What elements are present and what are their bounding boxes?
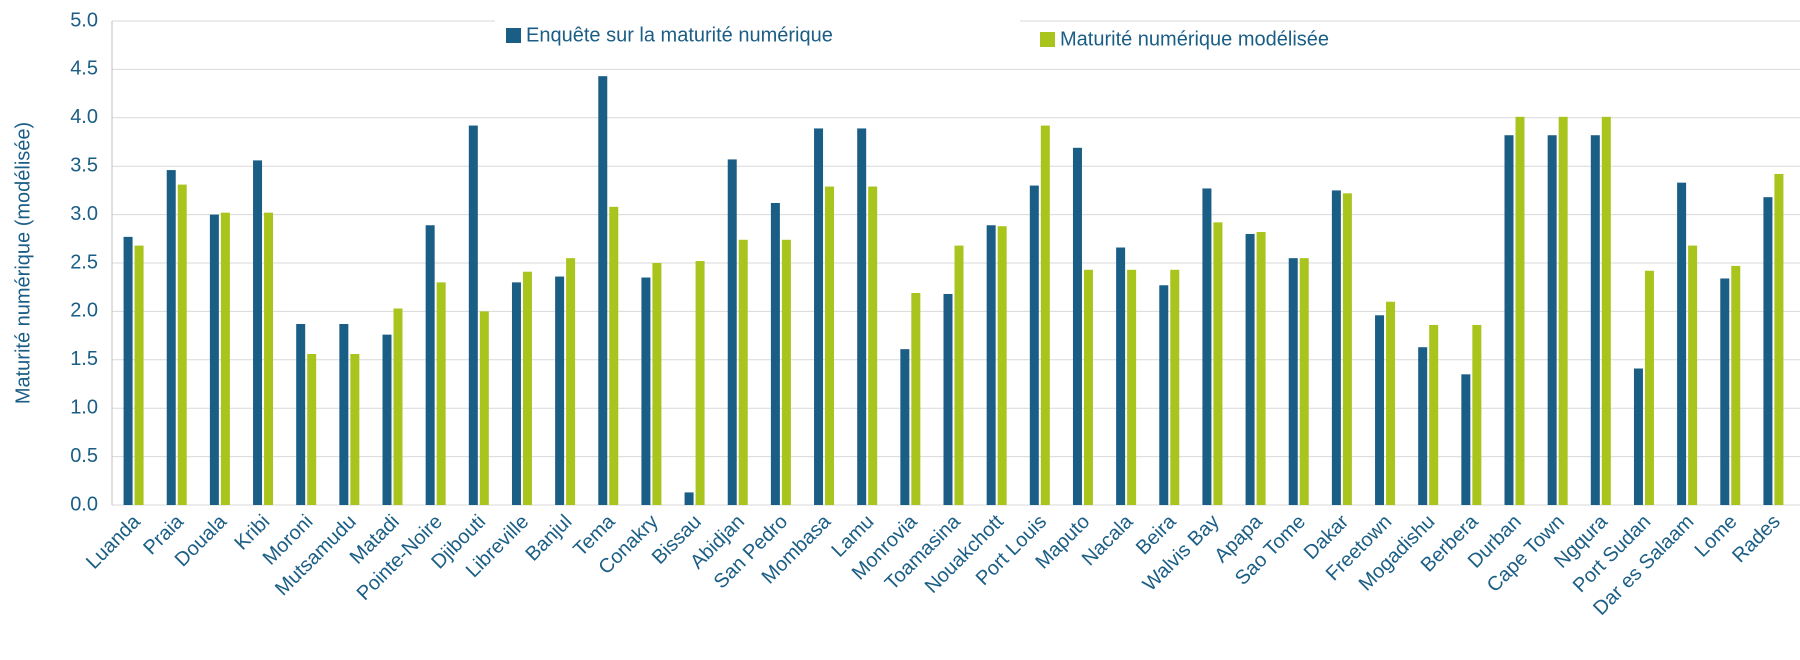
bar [436, 282, 446, 505]
y-tick-label: 4.5 [70, 58, 98, 80]
bar [522, 271, 532, 505]
bar [1720, 278, 1730, 505]
bar [555, 276, 565, 505]
bar [997, 226, 1007, 505]
bar [1288, 258, 1298, 505]
bar [868, 186, 878, 505]
bar [1633, 368, 1643, 505]
x-tick-label: Banjul [522, 511, 577, 566]
bar [468, 125, 478, 505]
x-tick-label: Rades [1728, 511, 1784, 567]
bar [598, 76, 608, 506]
legend-background [495, 14, 1020, 50]
bar [814, 128, 824, 505]
bar [1213, 222, 1223, 505]
y-tick-label: 4.0 [70, 106, 98, 128]
bar [307, 353, 317, 505]
bar [1644, 270, 1654, 505]
bar [425, 225, 435, 506]
bar [825, 186, 835, 505]
y-tick-label: 0.0 [70, 493, 98, 515]
legend-label: Maturité numérique modélisée [1060, 28, 1329, 50]
bar [1342, 193, 1352, 505]
bar [1774, 173, 1784, 505]
bar [1547, 135, 1557, 505]
bar [911, 293, 921, 505]
bar [1515, 116, 1525, 505]
y-tick-label: 1.0 [70, 396, 98, 418]
bar [166, 170, 176, 505]
bar [1083, 269, 1093, 505]
bar [652, 263, 662, 505]
bar [393, 308, 403, 505]
bar [986, 225, 996, 506]
bar [1245, 233, 1255, 505]
y-tick-label: 0.5 [70, 445, 98, 467]
bar [253, 160, 263, 505]
bar [1256, 232, 1266, 506]
bar [1029, 185, 1039, 505]
bar [264, 212, 274, 505]
bar [1375, 315, 1385, 505]
bar [177, 184, 187, 506]
y-tick-label: 3.5 [70, 154, 98, 176]
bar [134, 245, 144, 506]
bar [1677, 182, 1687, 505]
bar [1299, 258, 1309, 505]
y-tick-label: 2.5 [70, 251, 98, 273]
bar [1558, 116, 1568, 505]
bar [641, 277, 651, 505]
y-axis-label: Maturité numérique (modélisée) [12, 122, 34, 404]
bar [1202, 188, 1212, 506]
bar [511, 282, 521, 505]
bar [479, 311, 489, 505]
bar [738, 239, 748, 505]
bar [1170, 269, 1180, 505]
y-tick-label: 3.0 [70, 203, 98, 225]
bar [695, 261, 705, 505]
bar [1386, 301, 1396, 505]
bar [781, 239, 791, 505]
bar [684, 492, 694, 505]
bar [1504, 135, 1514, 505]
bar [954, 245, 964, 506]
y-tick-label: 1.5 [70, 348, 98, 370]
bar [123, 236, 133, 505]
bar [339, 323, 349, 505]
bar [209, 214, 219, 505]
bar [1461, 374, 1471, 505]
bar [1731, 265, 1741, 505]
bar [220, 212, 230, 505]
bar [1127, 269, 1137, 505]
bar [566, 258, 576, 505]
bar [943, 293, 953, 505]
bar [350, 353, 360, 505]
bar [900, 349, 910, 505]
bar [296, 323, 306, 505]
bar [609, 206, 619, 505]
bar [1429, 324, 1439, 505]
bar [1116, 247, 1126, 505]
legend-label: Enquête sur la maturité numérique [526, 24, 833, 46]
bar [857, 128, 867, 505]
x-tick-label: Luanda [82, 510, 145, 573]
bar [1763, 197, 1773, 505]
bar [1159, 285, 1169, 505]
bar [1072, 147, 1082, 506]
bar [382, 334, 392, 505]
y-tick-label: 5.0 [70, 9, 98, 31]
bar [1331, 190, 1341, 505]
bar [1418, 347, 1428, 505]
legend-swatch [506, 28, 521, 43]
legend-swatch [1040, 32, 1055, 47]
y-tick-label: 2.0 [70, 300, 98, 322]
bar [1601, 116, 1611, 505]
bar [1688, 245, 1698, 506]
bar [1472, 324, 1482, 505]
bar [1040, 125, 1050, 505]
bar [770, 202, 780, 505]
bar [727, 159, 737, 505]
bar [1590, 135, 1600, 505]
